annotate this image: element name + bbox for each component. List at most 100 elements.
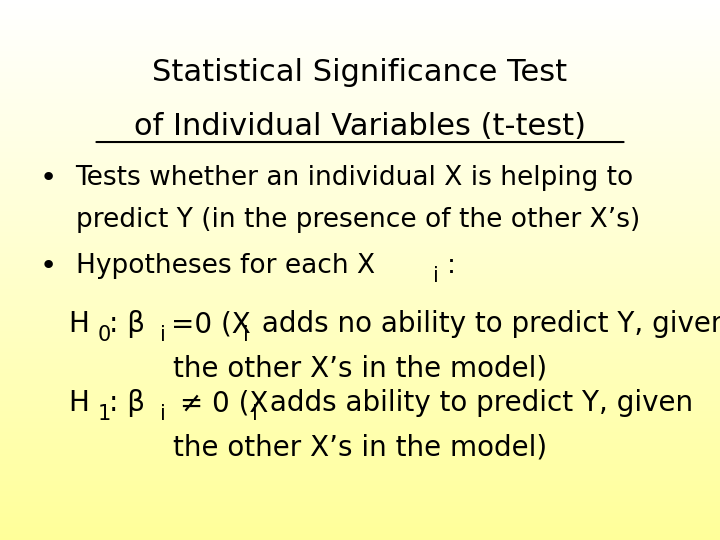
Bar [0, 454, 720, 456]
Bar [0, 261, 720, 264]
Bar [0, 282, 720, 285]
Bar [0, 221, 720, 224]
Text: :: : [446, 253, 455, 279]
Bar [0, 536, 720, 538]
Bar [0, 110, 720, 112]
Bar [0, 247, 720, 249]
Bar [0, 390, 720, 393]
Bar [0, 95, 720, 97]
Bar [0, 393, 720, 394]
Bar [0, 306, 720, 308]
Bar [0, 354, 720, 356]
Bar [0, 93, 720, 95]
Bar [0, 123, 720, 124]
Bar [0, 414, 720, 416]
Bar [0, 323, 720, 325]
Bar [0, 377, 720, 380]
Bar [0, 46, 720, 49]
Bar [0, 331, 720, 333]
Bar [0, 321, 720, 323]
Bar [0, 483, 720, 485]
Bar [0, 63, 720, 65]
Bar [0, 468, 720, 470]
Bar [0, 447, 720, 449]
Bar [0, 118, 720, 120]
Bar [0, 242, 720, 245]
Bar [0, 237, 720, 238]
Bar [0, 417, 720, 420]
Bar [0, 144, 720, 146]
Bar [0, 325, 720, 327]
Bar [0, 285, 720, 287]
Bar [0, 462, 720, 464]
Bar [0, 126, 720, 129]
Bar [0, 316, 720, 319]
Text: Hypotheses for each X: Hypotheses for each X [76, 253, 374, 279]
Bar [0, 226, 720, 228]
Bar [0, 23, 720, 25]
Bar [0, 428, 720, 430]
Text: =0 (X: =0 (X [171, 310, 251, 338]
Text: the other X’s in the model): the other X’s in the model) [173, 434, 547, 462]
Bar [0, 363, 720, 365]
Bar [0, 91, 720, 93]
Bar [0, 411, 720, 414]
Bar [0, 213, 720, 215]
Bar [0, 291, 720, 293]
Bar [0, 302, 720, 303]
Bar [0, 40, 720, 42]
Bar [0, 19, 720, 21]
Text: i: i [160, 325, 166, 345]
Bar [0, 399, 720, 401]
Bar [0, 538, 720, 540]
Bar [0, 375, 720, 377]
Bar [0, 9, 720, 11]
Bar [0, 289, 720, 291]
Bar [0, 333, 720, 335]
Bar [0, 373, 720, 375]
Bar [0, 525, 720, 528]
Bar [0, 281, 720, 282]
Bar [0, 508, 720, 510]
Text: H: H [68, 310, 89, 338]
Bar [0, 361, 720, 363]
Bar [0, 102, 720, 103]
Bar [0, 156, 720, 158]
Bar [0, 224, 720, 226]
Bar [0, 146, 720, 147]
Text: adds no ability to predict Y, given: adds no ability to predict Y, given [253, 310, 720, 338]
Bar [0, 382, 720, 384]
Text: i: i [252, 404, 258, 424]
Bar [0, 190, 720, 192]
Bar [0, 238, 720, 240]
Bar [0, 441, 720, 443]
Bar [0, 327, 720, 329]
Bar [0, 65, 720, 68]
Text: Tests whether an individual X is helping to: Tests whether an individual X is helping… [76, 165, 634, 191]
Bar [0, 295, 720, 298]
Bar [0, 129, 720, 131]
Bar [0, 528, 720, 529]
Bar [0, 53, 720, 55]
Bar [0, 293, 720, 295]
Text: : β: : β [109, 310, 145, 338]
Bar [0, 438, 720, 441]
Bar [0, 205, 720, 207]
Bar [0, 55, 720, 57]
Bar [0, 394, 720, 396]
Bar [0, 4, 720, 6]
Bar [0, 437, 720, 438]
Bar [0, 346, 720, 348]
Bar [0, 365, 720, 367]
Bar [0, 464, 720, 466]
Bar [0, 512, 720, 515]
Bar [0, 372, 720, 373]
Bar [0, 173, 720, 175]
Bar [0, 188, 720, 190]
Bar [0, 344, 720, 346]
Bar [0, 329, 720, 331]
Bar [0, 139, 720, 141]
Bar [0, 426, 720, 428]
Bar [0, 38, 720, 40]
Bar [0, 367, 720, 369]
